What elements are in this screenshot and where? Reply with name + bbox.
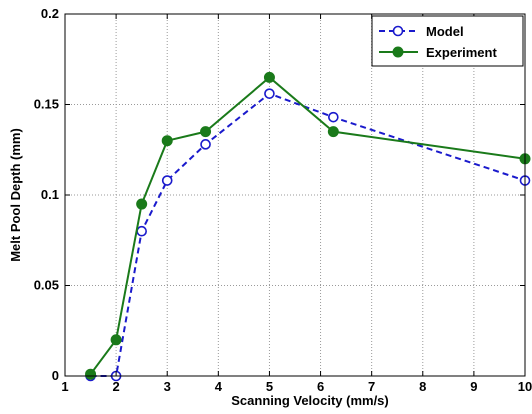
y-tick-label: 0.15	[34, 97, 59, 112]
x-tick-label: 9	[470, 379, 477, 394]
x-tick-label: 5	[266, 379, 273, 394]
data-point-model	[161, 175, 173, 186]
data-point-model	[264, 88, 275, 99]
legend-marker-experiment	[392, 46, 404, 58]
y-tick-label: 0.2	[41, 6, 59, 21]
series-group	[85, 71, 531, 382]
x-tick-label: 8	[419, 379, 426, 394]
series-experiment	[85, 71, 531, 380]
legend: Model Experiment	[371, 15, 524, 67]
legend-marker-model	[392, 25, 404, 37]
series-model	[85, 88, 531, 382]
x-tick-label: 2	[112, 379, 119, 394]
x-tick-label: 3	[164, 379, 171, 394]
data-point-experiment	[85, 368, 97, 380]
data-point-experiment	[136, 198, 148, 210]
axis-ticks: 1 2 3 4 5 6 7 8 9 10 0 0.05 0.1 0.15 0.2	[34, 6, 532, 394]
data-point-model	[200, 139, 211, 150]
data-point-experiment	[110, 334, 122, 346]
data-point-model	[136, 225, 147, 237]
y-tick-label: 0.1	[41, 187, 59, 202]
x-tick-label: 6	[317, 379, 324, 394]
x-tick-label: 1	[61, 379, 68, 394]
legend-label-experiment: Experiment	[426, 45, 497, 60]
data-point-experiment	[327, 126, 339, 138]
x-axis-title: Scanning Velocity (mm/s)	[231, 393, 389, 408]
grid	[65, 14, 525, 376]
legend-label-model: Model	[426, 24, 464, 39]
x-tick-label: 4	[215, 379, 223, 394]
data-point-experiment	[161, 135, 173, 147]
y-axis-title: Melt Pool Depth (mm)	[8, 128, 23, 262]
legend-box	[371, 15, 524, 67]
y-tick-label: 0	[52, 368, 59, 383]
x-tick-label: 7	[368, 379, 375, 394]
series-line-experiment	[89, 76, 526, 375]
y-tick-label: 0.05	[34, 278, 59, 293]
data-point-model	[328, 111, 339, 123]
data-point-experiment	[200, 126, 212, 138]
series-line-model	[90, 92, 526, 377]
data-point-experiment	[263, 71, 275, 83]
x-tick-label: 10	[518, 379, 532, 394]
